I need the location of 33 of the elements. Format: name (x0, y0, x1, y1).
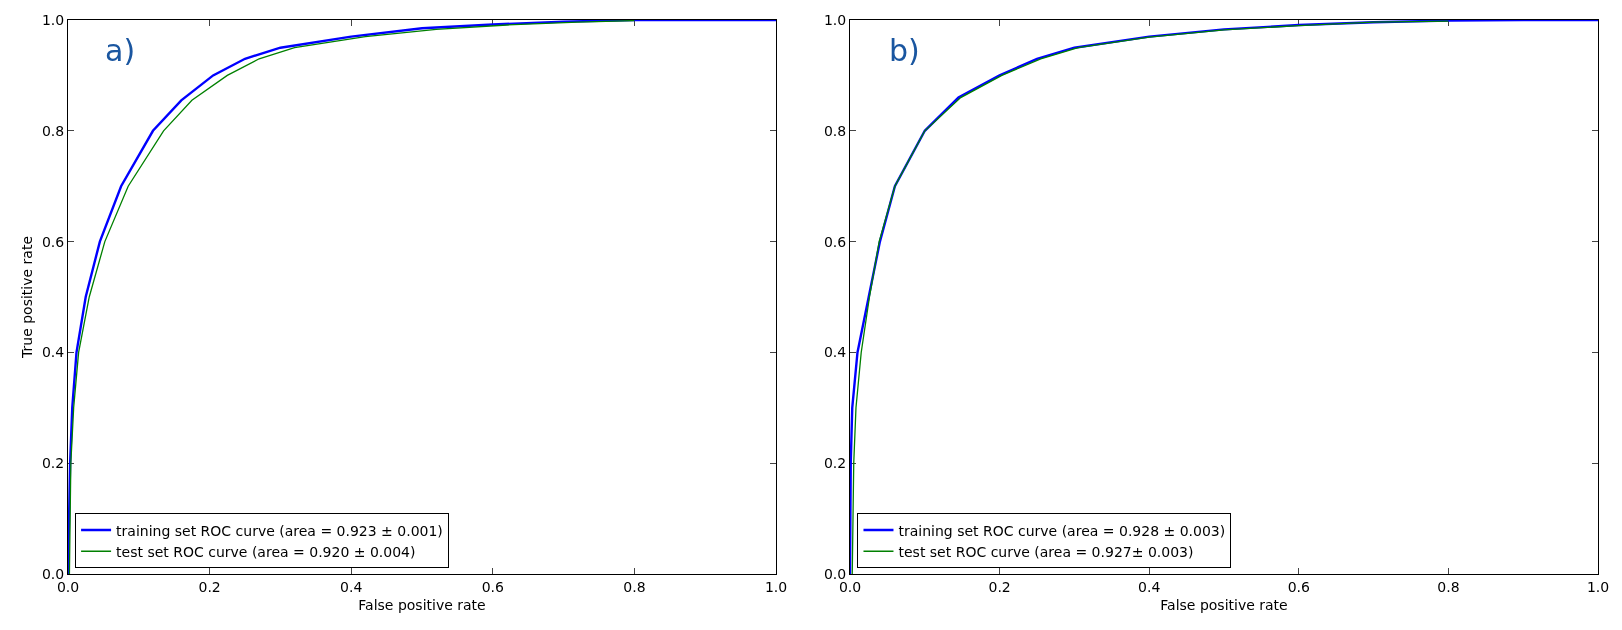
y-tick-label: 1.0 (823, 11, 847, 28)
legend-label: training set ROC curve (area = 0.923 ± 0.001) (116, 522, 443, 539)
y-tick-label: 0.2 (823, 455, 847, 472)
x-tick-label: 1.0 (1586, 578, 1610, 595)
x-tick-label: 0.8 (1437, 578, 1460, 595)
x-axis-title: False positive rate (1160, 597, 1288, 614)
x-axis-title: False positive rate (358, 597, 486, 614)
y-tick-label: 0.4 (41, 344, 65, 361)
annotation: a) (105, 33, 136, 68)
line-series (851, 20, 1450, 574)
x-tick-label: 0.4 (1138, 578, 1161, 595)
y-tick-label: 0.6 (41, 233, 65, 250)
y-tick-label: 0.8 (823, 122, 847, 139)
y-tick-label: 1.0 (41, 11, 65, 28)
x-tick-label: 0.2 (988, 578, 1011, 595)
line-series (68, 20, 636, 574)
x-tick-label: 0.6 (481, 578, 505, 595)
y-tick-label: 0.8 (41, 122, 65, 139)
line-series (68, 20, 776, 574)
y-tick-label: 0.2 (41, 455, 65, 472)
x-tick-label: 0.6 (1287, 578, 1311, 595)
annotation: b) (889, 33, 920, 68)
x-tick-label: 0.4 (340, 578, 363, 595)
y-axis-title: True positive rate (18, 236, 35, 359)
legend-label: training set ROC curve (area = 0.928 ± 0.003) (898, 522, 1226, 539)
x-tick-label: 0.2 (198, 578, 221, 595)
line-series (850, 20, 1598, 574)
x-tick-label: 0.8 (623, 578, 646, 595)
legend-label: test set ROC curve (area = 0.927± 0.003) (898, 543, 1194, 560)
y-tick-label: 0.4 (823, 344, 847, 361)
x-tick-label: 1.0 (764, 578, 788, 595)
y-tick-label: 0.6 (823, 233, 847, 250)
legend-label: test set ROC curve (area = 0.920 ± 0.004) (116, 543, 416, 560)
